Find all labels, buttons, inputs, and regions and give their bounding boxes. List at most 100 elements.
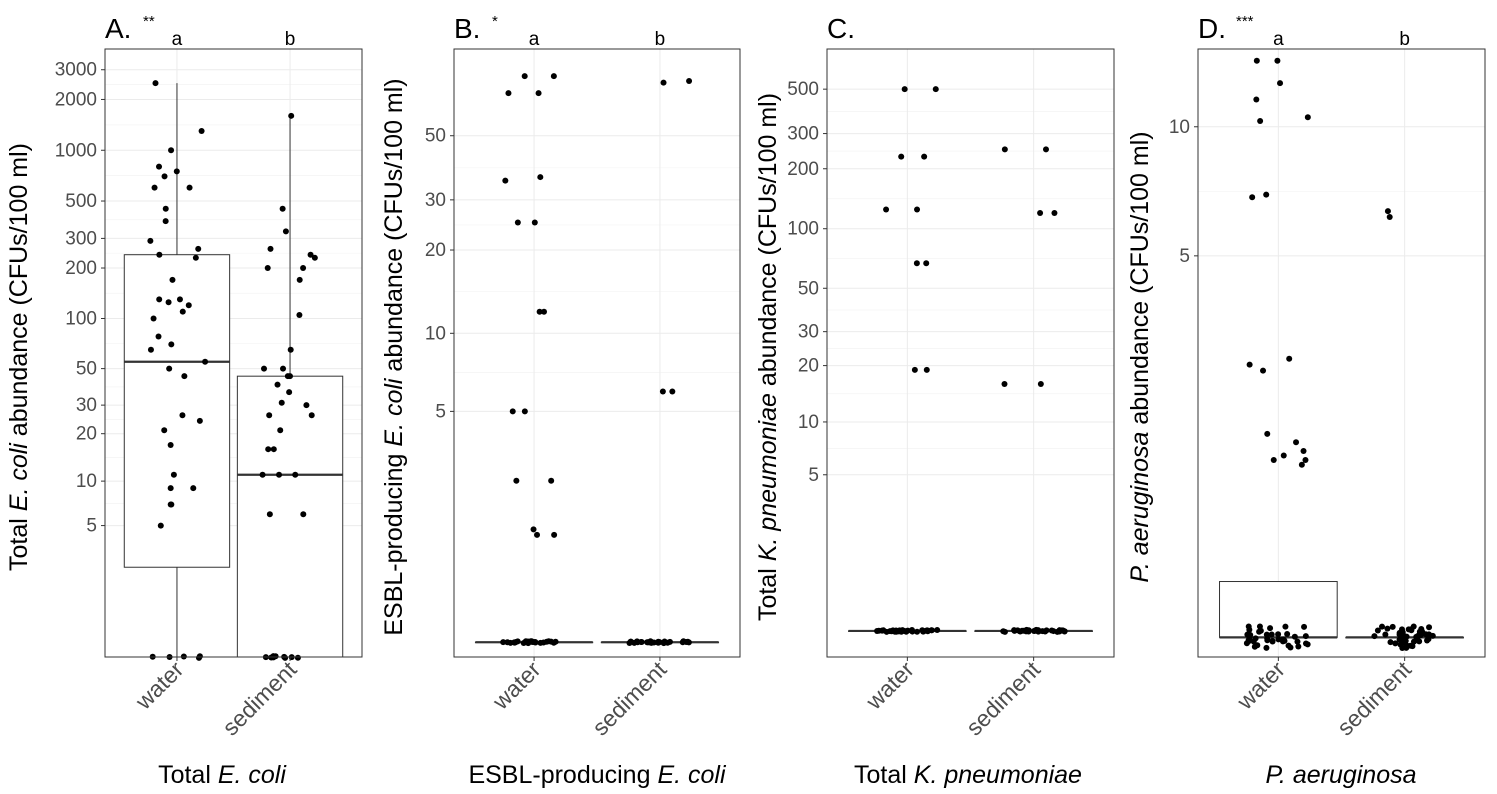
data-point bbox=[1295, 643, 1302, 650]
data-point bbox=[152, 80, 159, 87]
y-tick-label: 20 bbox=[76, 424, 97, 445]
y-tick-label: 20 bbox=[798, 356, 819, 377]
y-tick-label: 100 bbox=[65, 308, 97, 329]
y-axis-title: ESBL-producing E. coli abundance (CFUs/1… bbox=[380, 78, 408, 635]
data-point bbox=[1294, 638, 1301, 645]
data-point bbox=[1282, 623, 1289, 630]
data-point bbox=[264, 265, 271, 272]
group-letter: a bbox=[172, 29, 183, 50]
data-point bbox=[1384, 625, 1391, 632]
data-point bbox=[1301, 623, 1308, 630]
x-category-label: water bbox=[1231, 656, 1290, 715]
data-point bbox=[1243, 640, 1250, 647]
data-point bbox=[901, 86, 908, 93]
data-point bbox=[536, 308, 543, 315]
data-point bbox=[173, 168, 180, 175]
data-point bbox=[1260, 367, 1267, 374]
data-point bbox=[502, 177, 509, 184]
data-point bbox=[524, 638, 531, 645]
data-point bbox=[288, 112, 295, 119]
x-axis-title: Total K. pneumoniae bbox=[854, 761, 1082, 789]
data-point bbox=[875, 627, 882, 634]
data-point bbox=[550, 73, 557, 80]
data-point bbox=[505, 90, 512, 97]
data-point bbox=[1001, 146, 1008, 153]
y-tick-label: 5 bbox=[435, 401, 446, 422]
data-point bbox=[911, 366, 918, 373]
x-category-label: sediment bbox=[587, 656, 672, 741]
data-point bbox=[923, 366, 930, 373]
y-axis-title-part: abundance (CFUs/100 ml) bbox=[754, 93, 782, 393]
data-point bbox=[1252, 635, 1259, 642]
data-point bbox=[296, 311, 303, 318]
data-point bbox=[529, 638, 536, 645]
data-point bbox=[1050, 628, 1057, 635]
y-axis-title-part: abundance (CFUs/100 ml) bbox=[1126, 131, 1154, 431]
data-point bbox=[274, 381, 281, 388]
data-point bbox=[1302, 633, 1309, 640]
data-point bbox=[261, 365, 268, 372]
data-point bbox=[157, 522, 164, 529]
data-point bbox=[898, 153, 905, 160]
data-point bbox=[196, 653, 203, 660]
x-category-label: water bbox=[487, 656, 546, 715]
x-axis-title: ESBL-producing E. coli bbox=[468, 761, 727, 789]
data-point bbox=[627, 638, 634, 645]
group-letter: b bbox=[1399, 29, 1410, 50]
data-point bbox=[1264, 637, 1271, 644]
data-point bbox=[196, 417, 203, 424]
data-point bbox=[151, 184, 158, 191]
data-point bbox=[1293, 439, 1300, 446]
data-point bbox=[270, 446, 277, 453]
data-point bbox=[1410, 638, 1417, 645]
data-point bbox=[300, 511, 307, 518]
y-tick-label: 5 bbox=[808, 465, 819, 486]
data-point bbox=[1426, 624, 1433, 631]
data-point bbox=[198, 128, 205, 135]
data-point bbox=[276, 471, 283, 478]
data-point bbox=[156, 296, 163, 303]
panel-tag: D. bbox=[1198, 13, 1226, 44]
data-point bbox=[914, 628, 921, 635]
data-point bbox=[185, 302, 192, 309]
y-tick-label: 10 bbox=[425, 323, 446, 344]
data-point bbox=[1056, 627, 1063, 634]
y-axis-title-part: abundance (CFUs/100 ml) bbox=[380, 78, 408, 378]
data-point bbox=[282, 228, 289, 235]
y-tick-label: 5 bbox=[86, 516, 97, 537]
x-category-label: sediment bbox=[217, 656, 302, 741]
data-point bbox=[1023, 627, 1030, 634]
data-point bbox=[1043, 627, 1050, 634]
data-point bbox=[1300, 447, 1307, 454]
data-point bbox=[308, 412, 315, 419]
data-point bbox=[170, 471, 177, 478]
data-point bbox=[1000, 628, 1007, 635]
data-point bbox=[162, 218, 169, 225]
data-point bbox=[1274, 57, 1281, 64]
x-axis-title-part: K. pneumoniae bbox=[914, 761, 1082, 789]
data-point bbox=[537, 639, 544, 646]
data-point bbox=[168, 341, 175, 348]
data-point bbox=[1304, 114, 1311, 121]
data-point bbox=[265, 446, 272, 453]
data-point bbox=[551, 531, 558, 538]
y-tick-label: 300 bbox=[65, 228, 97, 249]
data-point bbox=[195, 245, 202, 252]
data-point bbox=[1051, 209, 1058, 216]
y-axis-title-part: abundance (CFUs/100 ml) bbox=[5, 143, 33, 443]
data-point bbox=[685, 639, 692, 646]
data-point bbox=[934, 626, 941, 633]
data-point bbox=[1246, 634, 1253, 641]
data-point bbox=[1287, 644, 1294, 651]
y-axis-title-part: Total bbox=[5, 511, 33, 571]
data-point bbox=[1386, 214, 1393, 221]
data-point bbox=[1392, 640, 1399, 647]
panel-tag: B. bbox=[454, 13, 480, 44]
data-point bbox=[156, 163, 163, 170]
x-category-label: water bbox=[860, 656, 919, 715]
data-point bbox=[1425, 631, 1432, 638]
data-point bbox=[1387, 639, 1394, 646]
y-axis-title-part: E. coli bbox=[380, 377, 408, 447]
x-axis-title-part: Total bbox=[158, 761, 218, 789]
